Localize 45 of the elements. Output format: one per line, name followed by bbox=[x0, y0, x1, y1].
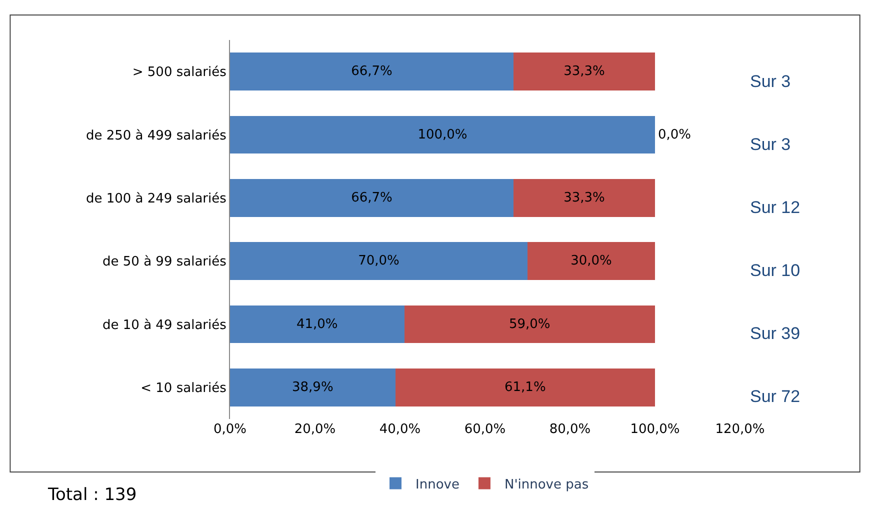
legend-label: Innove bbox=[416, 477, 460, 492]
text: Total : 139 bbox=[47, 485, 137, 505]
data-label: 70,0% bbox=[358, 254, 400, 269]
text: Sur 72 bbox=[750, 387, 800, 406]
bar bbox=[513, 178, 655, 217]
x-tick-label: 80,0% bbox=[549, 422, 591, 437]
x-tick-label: 40,0% bbox=[379, 422, 421, 437]
bar bbox=[230, 52, 514, 91]
data-label: 33,3% bbox=[564, 190, 605, 206]
bar bbox=[230, 242, 528, 280]
data-label: 33,3% bbox=[564, 64, 605, 80]
bar bbox=[230, 178, 514, 217]
bar bbox=[230, 116, 655, 154]
data-label: 30,0% bbox=[570, 254, 612, 269]
data-label: 61,1% bbox=[504, 380, 546, 395]
data-label: 38,9% bbox=[292, 380, 334, 395]
text: Sur 10 bbox=[750, 261, 800, 280]
x-tick-label: 20,0% bbox=[294, 422, 336, 437]
bar bbox=[513, 52, 655, 91]
data-label: 59,0% bbox=[508, 316, 550, 332]
y-tick-label: de 10 à 49 salariés bbox=[102, 318, 227, 333]
bar bbox=[230, 305, 404, 344]
y-tick-label: < 10 salariés bbox=[140, 380, 227, 396]
y-tick-label: de 250 à 499 salariés bbox=[86, 128, 227, 144]
bar bbox=[404, 305, 655, 344]
y-tick-label: > 500 salariés bbox=[132, 65, 227, 80]
bar bbox=[528, 242, 655, 280]
bar bbox=[395, 368, 655, 406]
data-label: 66,7% bbox=[351, 190, 392, 206]
x-tick-label: 120,0% bbox=[715, 422, 765, 437]
data-label: 66,7% bbox=[351, 64, 392, 80]
x-tick-label: 0,0% bbox=[213, 422, 247, 437]
data-label: 41,0% bbox=[296, 316, 338, 332]
bar bbox=[230, 368, 396, 406]
x-tick-label: 60,0% bbox=[464, 422, 506, 437]
text: Sur 3 bbox=[750, 135, 791, 154]
x-tick-label: 100,0% bbox=[630, 422, 680, 437]
data-label: 0,0% bbox=[658, 127, 692, 142]
text: Sur 39 bbox=[750, 324, 800, 343]
y-tick-label: de 50 à 99 salariés bbox=[102, 254, 227, 270]
legend-label: N'innove pas bbox=[504, 477, 589, 492]
text: Sur 12 bbox=[750, 198, 800, 217]
text: Sur 3 bbox=[750, 72, 791, 91]
data-label: 100,0% bbox=[418, 127, 468, 142]
y-tick-label: de 100 à 249 salariés bbox=[86, 191, 227, 206]
